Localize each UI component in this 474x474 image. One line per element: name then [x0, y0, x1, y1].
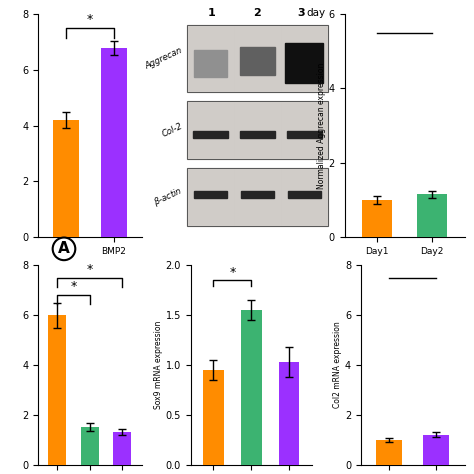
- Bar: [187, 25, 234, 92]
- Text: day: day: [307, 8, 326, 18]
- Bar: [187, 101, 328, 159]
- Bar: [187, 25, 328, 92]
- Bar: [241, 191, 273, 198]
- Bar: [240, 131, 275, 138]
- Bar: [285, 43, 323, 83]
- Text: *: *: [71, 280, 77, 293]
- Y-axis label: Col2 mRNA expression: Col2 mRNA expression: [333, 321, 342, 409]
- Bar: [187, 101, 234, 159]
- Text: *: *: [229, 266, 236, 279]
- Bar: [187, 168, 234, 226]
- Bar: [48, 315, 66, 465]
- Bar: [362, 200, 392, 237]
- Bar: [288, 191, 320, 198]
- Bar: [53, 120, 79, 237]
- Bar: [417, 194, 447, 237]
- Text: *: *: [87, 13, 93, 26]
- Bar: [187, 168, 328, 226]
- Bar: [423, 435, 449, 465]
- Bar: [187, 101, 328, 159]
- Bar: [193, 131, 228, 138]
- Bar: [281, 25, 328, 92]
- Bar: [376, 440, 402, 465]
- Bar: [234, 168, 281, 226]
- Y-axis label: Sox9 mRNA expression: Sox9 mRNA expression: [154, 321, 163, 409]
- Bar: [194, 50, 227, 77]
- Bar: [279, 362, 300, 465]
- Bar: [100, 48, 127, 237]
- Bar: [234, 25, 281, 92]
- Bar: [240, 46, 275, 75]
- Bar: [187, 168, 328, 226]
- Bar: [234, 101, 281, 159]
- Text: Col-2: Col-2: [161, 121, 184, 139]
- Text: 2: 2: [254, 8, 261, 18]
- Bar: [281, 168, 328, 226]
- Text: *: *: [87, 263, 93, 276]
- Text: Aggrecan: Aggrecan: [144, 46, 184, 71]
- Bar: [194, 191, 227, 198]
- Bar: [281, 101, 328, 159]
- Bar: [203, 370, 224, 465]
- Bar: [113, 432, 131, 465]
- Y-axis label: Normalized Aggrecan expression: Normalized Aggrecan expression: [317, 63, 326, 189]
- Text: A: A: [58, 241, 70, 256]
- Text: $\beta$-actin: $\beta$-actin: [151, 184, 184, 209]
- Bar: [241, 310, 262, 465]
- Bar: [287, 131, 322, 138]
- Bar: [81, 427, 99, 465]
- Text: 3: 3: [298, 8, 305, 18]
- Bar: [187, 25, 328, 92]
- Text: 1: 1: [208, 8, 215, 18]
